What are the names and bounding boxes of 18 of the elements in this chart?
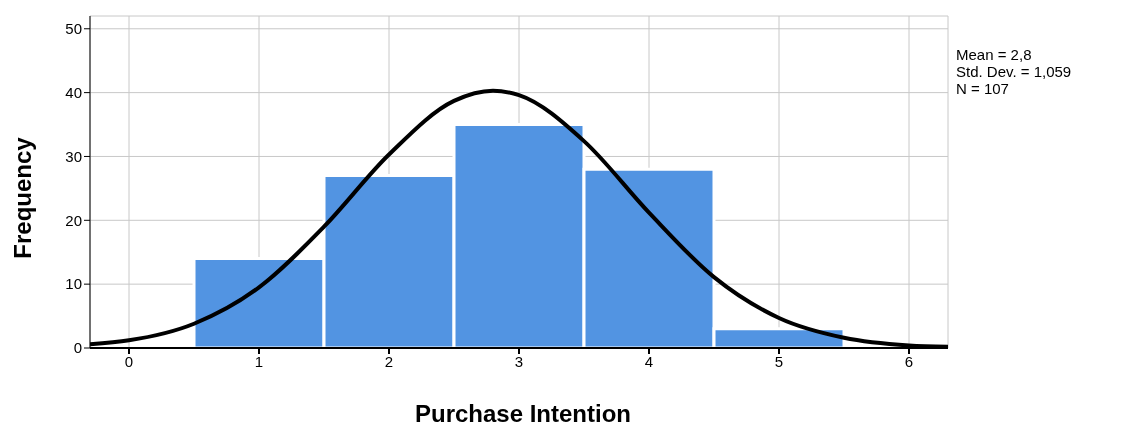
x-tick-label: 2 <box>384 352 394 370</box>
x-tick-label: 0 <box>124 352 134 370</box>
x-tick-label: 5 <box>774 352 784 370</box>
y-tick-label: 50 <box>65 20 82 38</box>
x-tick-label: 6 <box>904 352 914 370</box>
y-tick-label: 40 <box>65 83 82 101</box>
x-tick-label: 1 <box>254 352 264 370</box>
text: Std. Dev. = 1,059 <box>956 63 1072 80</box>
text: N = 107 <box>956 80 1010 97</box>
y-tick-label: 20 <box>65 211 82 229</box>
text: Mean = 2,8 <box>956 46 1033 63</box>
y-tick-label: 0 <box>73 339 82 357</box>
x-axis-title: Purchase Intention <box>413 400 632 428</box>
y-tick-label: 10 <box>65 275 82 293</box>
y-axis-title: Frequency <box>9 137 37 259</box>
x-tick-label: 4 <box>644 352 654 370</box>
x-tick-label: 3 <box>514 352 524 370</box>
y-tick-label: 30 <box>65 147 82 165</box>
